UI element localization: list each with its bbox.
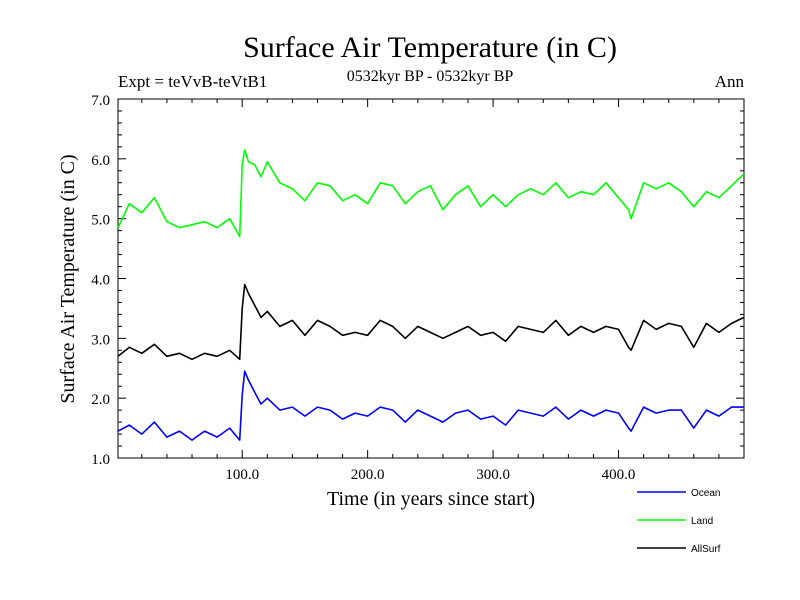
experiment-label: Expt = teVvB-teVtB1 (118, 72, 267, 91)
y-tick-label: 3.0 (91, 332, 110, 348)
y-tick-label: 2.0 (91, 392, 110, 408)
y-tick-label: 1.0 (91, 452, 110, 468)
y-tick-label: 7.0 (91, 93, 110, 109)
x-tick-label: 400.0 (602, 467, 636, 483)
legend-label-land: Land (691, 516, 713, 527)
x-tick-label: 100.0 (225, 467, 259, 483)
x-axis-label: Time (in years since start) (327, 488, 535, 510)
plot-frame (117, 98, 745, 459)
chart-series-layer (117, 149, 745, 441)
legend-label-ocean: Ocean (691, 488, 720, 499)
y-axis-ticks: 1.0 2.0 3.0 4.0 5.0 6.0 7.0 (91, 93, 744, 468)
y-tick-label: 4.0 (91, 273, 110, 289)
x-axis-ticks: 100.0 200.0 300.0 400.0 (141, 99, 720, 483)
y-axis-label: Surface Air Temperature (in C) (57, 154, 79, 403)
series-line-allsurf (117, 283, 745, 361)
legend-label-allsurf: AllSurf (691, 544, 721, 555)
legend: Ocean Land AllSurf (637, 488, 721, 555)
chart-subtitle: 0532kyr BP - 0532kyr BP (347, 68, 514, 85)
x-tick-label: 300.0 (476, 467, 510, 483)
season-label: Ann (715, 72, 745, 91)
y-tick-label: 6.0 (91, 153, 110, 169)
series-line-ocean (117, 370, 744, 441)
y-tick-label: 5.0 (91, 213, 110, 229)
chart-title: Surface Air Temperature (in C) (243, 31, 617, 64)
series-line-land (117, 149, 745, 238)
x-tick-label: 200.0 (351, 467, 385, 483)
